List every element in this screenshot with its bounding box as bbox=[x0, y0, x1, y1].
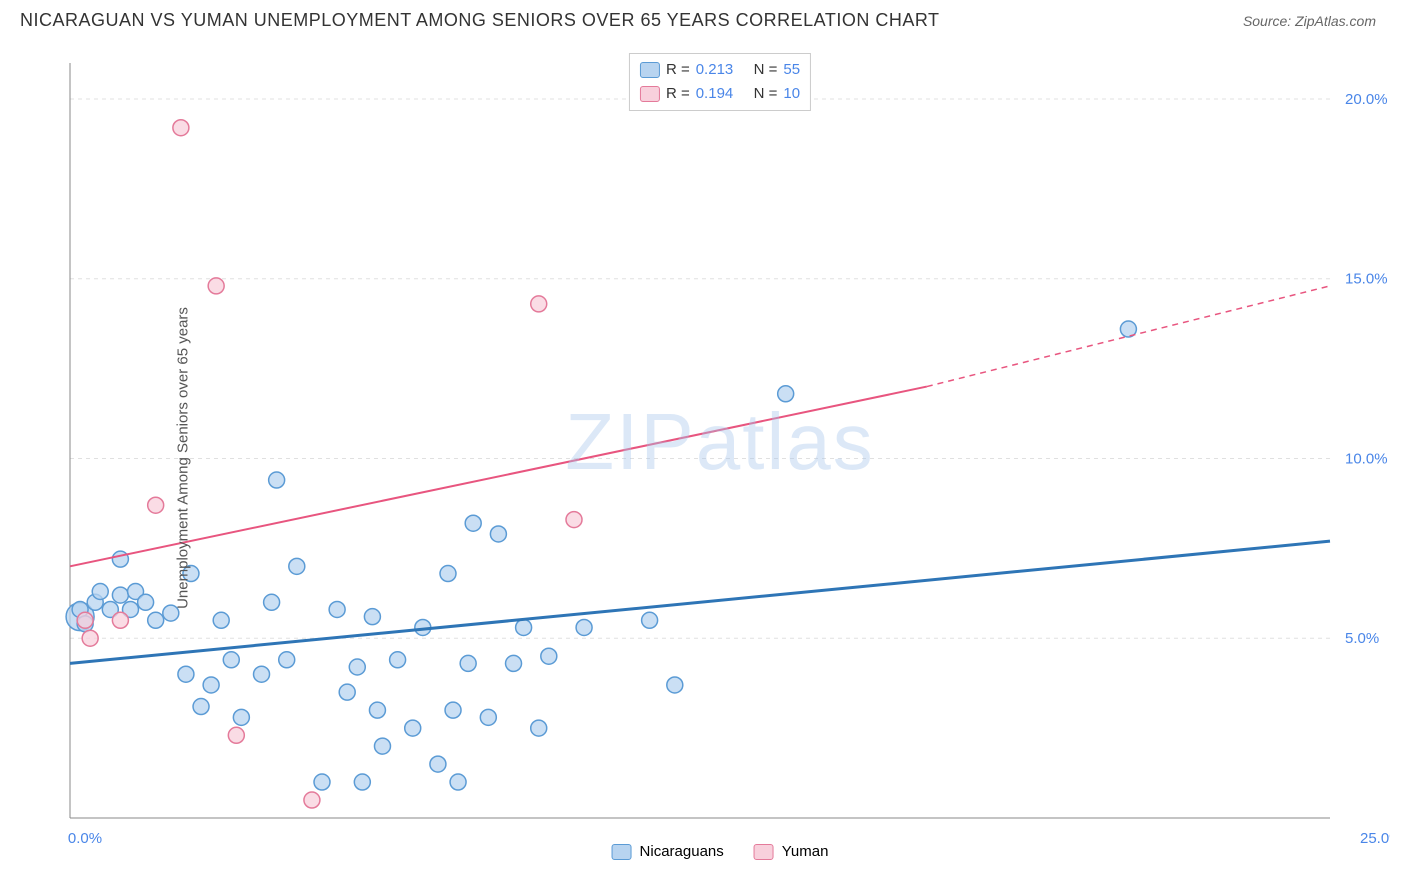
y-axis-title: Unemployment Among Seniors over 65 years bbox=[174, 307, 191, 609]
svg-text:25.0%: 25.0% bbox=[1360, 830, 1390, 847]
svg-text:10.0%: 10.0% bbox=[1345, 450, 1388, 467]
svg-text:5.0%: 5.0% bbox=[1345, 630, 1379, 647]
r-value-nicaraguans: 0.213 bbox=[696, 58, 734, 82]
source-attribution: Source: ZipAtlas.com bbox=[1243, 13, 1376, 29]
n-value-nicaraguans: 55 bbox=[783, 58, 800, 82]
legend-swatch-nicaraguans bbox=[640, 62, 660, 78]
n-value-yuman: 10 bbox=[783, 82, 800, 106]
svg-text:0.0%: 0.0% bbox=[68, 830, 102, 847]
svg-text:20.0%: 20.0% bbox=[1345, 91, 1388, 108]
legend-swatch-yuman bbox=[640, 86, 660, 102]
scatter-chart: 5.0% 10.0% 15.0% 20.0% 0.0% 25.0% bbox=[50, 48, 1390, 868]
chart-container: Unemployment Among Seniors over 65 years… bbox=[50, 48, 1390, 868]
n-label: N = bbox=[754, 58, 778, 82]
n-label: N = bbox=[754, 82, 778, 106]
legend-label: Yuman bbox=[782, 843, 829, 860]
legend-item-yuman: Yuman bbox=[754, 843, 829, 860]
legend-swatch-nicaraguans bbox=[612, 844, 632, 860]
chart-title: NICARAGUAN VS YUMAN UNEMPLOYMENT AMONG S… bbox=[20, 10, 940, 31]
legend-swatch-yuman bbox=[754, 844, 774, 860]
r-value-yuman: 0.194 bbox=[696, 82, 734, 106]
legend-row-yuman: R = 0.194 N = 10 bbox=[640, 82, 800, 106]
legend-series: Nicaraguans Yuman bbox=[612, 843, 829, 860]
legend-row-nicaraguans: R = 0.213 N = 55 bbox=[640, 58, 800, 82]
svg-text:15.0%: 15.0% bbox=[1345, 271, 1388, 288]
r-label: R = bbox=[666, 58, 690, 82]
r-label: R = bbox=[666, 82, 690, 106]
legend-correlation: R = 0.213 N = 55 R = 0.194 N = 10 bbox=[629, 53, 811, 111]
legend-label: Nicaraguans bbox=[640, 843, 724, 860]
legend-item-nicaraguans: Nicaraguans bbox=[612, 843, 724, 860]
